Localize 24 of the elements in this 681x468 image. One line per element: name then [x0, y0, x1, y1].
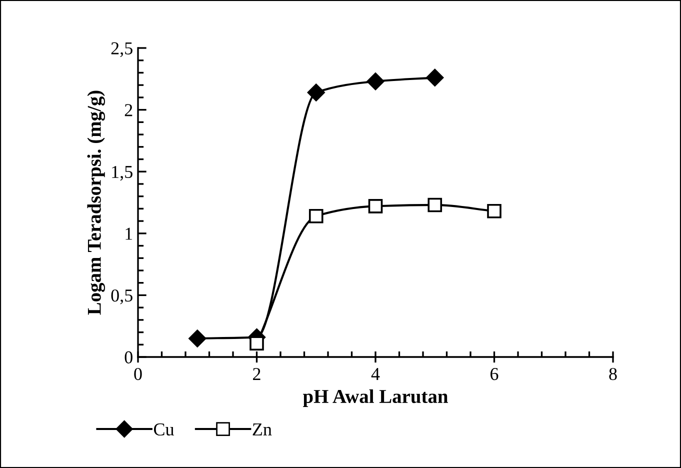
point — [428, 198, 442, 212]
point — [188, 330, 206, 348]
point — [308, 208, 324, 224]
legend-label: Zn — [252, 424, 272, 436]
point — [250, 336, 264, 351]
y-tick-label: 0,5 — [111, 289, 132, 304]
y-tick-label: 2,5 — [111, 42, 132, 58]
x-tick-label: 2 — [253, 368, 260, 380]
x-tick-label: 8 — [609, 368, 617, 380]
x-tick-label: 0 — [134, 368, 142, 380]
point — [307, 84, 325, 102]
y-tick-label: 0 — [124, 351, 132, 364]
point — [366, 72, 384, 90]
point — [368, 199, 383, 214]
legend-label: Cu — [154, 423, 174, 436]
point — [487, 204, 502, 218]
x-tick-label: 4 — [371, 368, 380, 380]
y-tick-label: 1 — [126, 228, 132, 240]
y-tick-label: 1,5 — [112, 166, 132, 181]
point — [426, 68, 444, 86]
y-axis-title: Logam Teradsorpsi. (mg/g) — [87, 90, 106, 315]
y-tick-label: 2 — [124, 104, 132, 116]
x-axis-title: pH Awal Larutan — [302, 389, 448, 407]
x-tick-label: 6 — [490, 368, 498, 380]
